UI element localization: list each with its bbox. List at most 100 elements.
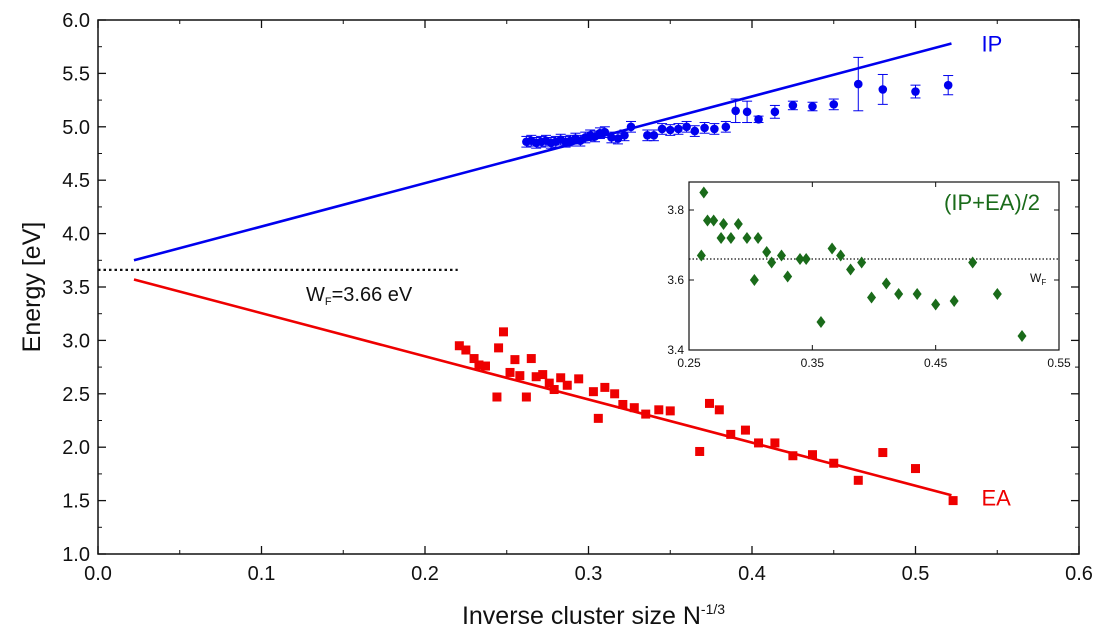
- inset-point: [857, 256, 867, 269]
- inset-point: [949, 295, 959, 307]
- ea-point: [641, 409, 651, 419]
- y-tick-label: 5.5: [62, 63, 90, 85]
- ip-point: [911, 87, 920, 96]
- inset-point: [894, 288, 904, 300]
- ip-point: [943, 80, 953, 90]
- ea-point: [526, 354, 536, 364]
- inset-point: [968, 256, 978, 269]
- ea-point: [469, 354, 479, 364]
- ea-point: [454, 341, 464, 351]
- x-tick-label: 0.4: [738, 563, 766, 585]
- inset-point: [699, 186, 709, 199]
- y-tick-label: 2.5: [62, 384, 90, 406]
- ip-point: [731, 106, 740, 116]
- x-axis-label-exponent: -1/3: [701, 601, 725, 617]
- inset-y-tick-label: 3.6: [667, 273, 684, 287]
- ip-point: [853, 79, 863, 89]
- ip-point: [649, 131, 659, 140]
- inset-point: [716, 232, 726, 244]
- x-tick-label: 0.1: [248, 563, 276, 585]
- inset-y-tick-label: 3.4: [667, 343, 684, 357]
- ip-series-label: IP: [981, 31, 1002, 56]
- ea-point: [770, 438, 780, 448]
- inset-point: [753, 232, 763, 244]
- ea-point: [498, 327, 508, 337]
- ea-series-label: EA: [981, 485, 1011, 510]
- ea-point: [714, 405, 724, 415]
- ea-point: [492, 392, 502, 402]
- wf-label-symbol: W: [306, 284, 325, 306]
- inset-x-tick-label: 0.45: [924, 356, 948, 370]
- ea-point: [494, 343, 504, 353]
- ea-point: [754, 438, 764, 448]
- ea-point: [556, 373, 566, 383]
- inset-point: [703, 214, 712, 227]
- ea-point: [521, 392, 531, 402]
- inset-point: [742, 232, 752, 244]
- y-tick-label: 1.5: [62, 491, 90, 513]
- inset-x-tick-label: 0.55: [1047, 356, 1071, 370]
- ea-point: [480, 361, 490, 371]
- ea-point: [531, 372, 541, 382]
- ip-point: [700, 123, 709, 133]
- inset-point: [867, 291, 877, 304]
- inset-x-tick-label: 0.35: [801, 356, 825, 370]
- inset-point: [783, 270, 793, 283]
- ea-point: [829, 458, 839, 468]
- ea-point: [549, 385, 559, 395]
- inset-point: [696, 249, 706, 262]
- inset-point: [846, 263, 856, 276]
- y-tick-label: 4.0: [62, 224, 90, 246]
- ip-point: [770, 107, 780, 117]
- ea-point: [853, 475, 863, 485]
- ea-fit-line: [133, 278, 952, 497]
- y-tick-label: 6.0: [62, 10, 90, 32]
- ea-point: [574, 374, 584, 384]
- ip-fit-line: [133, 42, 952, 262]
- inset-point: [795, 253, 805, 265]
- ea-point: [515, 371, 525, 381]
- ea-point: [461, 345, 471, 355]
- y-tick-label: 5.0: [62, 117, 90, 139]
- ip-point: [721, 122, 731, 132]
- ea-point: [544, 378, 554, 388]
- inset-x-tick-label: 0.25: [677, 356, 701, 370]
- series-ea: EA: [133, 278, 1011, 510]
- ea-point: [588, 387, 598, 397]
- inset-point: [816, 316, 826, 328]
- inset-chart: 0.25 0.35 0.45 0.55 3.4 3.6 3.8 WF (IP+EA)/2: [667, 181, 1071, 370]
- inset-wf-symbol: W: [1030, 271, 1042, 285]
- x-tick-label: 0.2: [411, 563, 439, 585]
- ea-point: [911, 464, 920, 474]
- y-tick-label: 2.0: [62, 437, 90, 459]
- ip-point: [620, 131, 629, 140]
- inset-title: (IP+EA)/2: [944, 190, 1040, 215]
- ea-point: [618, 399, 628, 409]
- ea-point: [695, 446, 705, 456]
- inset-y-tick-label: 3.8: [667, 203, 684, 217]
- y-tick-label: 4.5: [62, 170, 90, 192]
- ip-point: [742, 107, 752, 117]
- inset-point: [762, 246, 772, 258]
- ea-point: [948, 496, 958, 506]
- ip-point: [643, 131, 652, 140]
- y-tick-label: 3.5: [62, 277, 90, 299]
- ip-point: [682, 122, 691, 132]
- ea-point: [505, 367, 515, 377]
- ip-point: [808, 102, 817, 111]
- ea-point: [726, 429, 736, 439]
- inset-point: [931, 298, 941, 311]
- ip-point: [674, 124, 683, 134]
- ip-point: [600, 127, 610, 137]
- series-ip: IP: [133, 31, 1002, 262]
- inset-point: [992, 288, 1002, 300]
- inset-point: [801, 253, 811, 265]
- x-axis-label: Inverse cluster size N-1/3: [462, 601, 725, 630]
- inset-point: [749, 274, 759, 286]
- ea-point: [562, 380, 572, 390]
- inset-point: [827, 242, 837, 255]
- inset-point: [719, 218, 729, 230]
- ea-point: [600, 382, 610, 392]
- ip-point: [690, 126, 700, 136]
